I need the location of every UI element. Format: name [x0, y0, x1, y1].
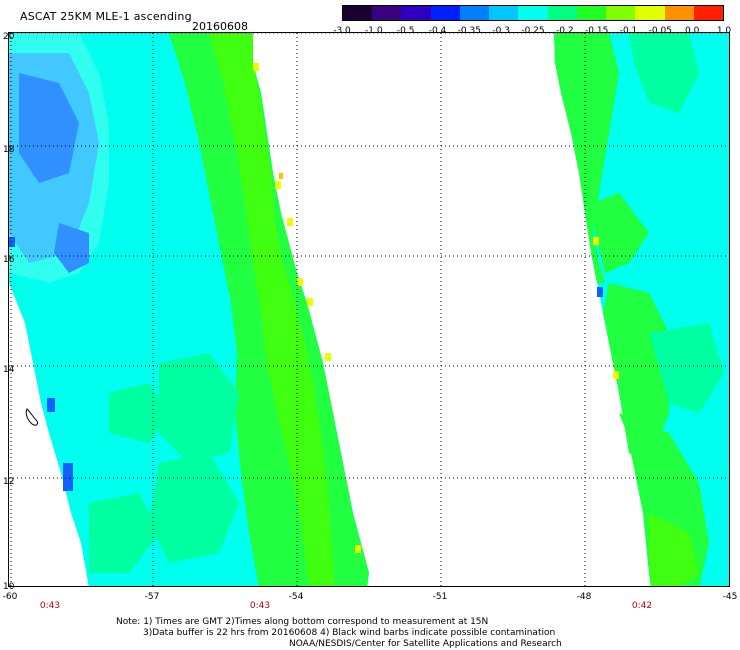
latitude-label: 16 [3, 255, 15, 265]
left-swath-blue-edge-pixel [47, 398, 55, 412]
right-swath-blue-edge-pixel [597, 287, 603, 297]
color-scale-tick-label: -0.25 [521, 26, 545, 36]
latitude-label: 20 [3, 32, 15, 42]
left-swath-mixed-patch [89, 493, 159, 573]
color-scale-tick-label: -0.35 [457, 26, 481, 36]
right-swath-bright-patch [649, 513, 699, 586]
color-scale-tick-label: -0.5 [396, 26, 415, 36]
right-swath-green-patch [603, 283, 669, 463]
color-scale-segment [693, 6, 724, 20]
color-scale-segment [459, 6, 490, 20]
longitude-label: -57 [144, 592, 160, 602]
right-swath-yellow-pixel [613, 371, 619, 379]
note-line-3: NOAA/NESDIS/Center for Satellite Applica… [289, 639, 562, 649]
map-plot-area [8, 32, 730, 587]
left-swath-bright-band [209, 33, 335, 586]
color-scale-segment [401, 6, 431, 20]
color-scale-tick-label: -0.05 [648, 26, 672, 36]
right-swath-yellow-pixel [593, 237, 599, 245]
color-scale-segment [343, 6, 373, 20]
left-swath-mixed-patch [109, 383, 169, 443]
pass-time-label: 0:43 [249, 601, 271, 611]
right-swath-mixed-patch [629, 33, 699, 113]
latitude-label: 12 [3, 477, 15, 487]
color-scale-tick-label: -0.4 [428, 26, 447, 36]
left-swath-yellow-pixel [253, 63, 259, 71]
left-swath-blue-edge-pixel [63, 463, 73, 491]
left-swath-blue-core [54, 223, 89, 273]
left-swath-yellow-pixel [325, 353, 331, 361]
color-scale-tick-label: -3.0 [333, 26, 351, 36]
note-line-1: Note: 1) Times are GMT 2)Times along bot… [116, 617, 489, 627]
longitude-label: -51 [432, 592, 448, 602]
color-scale-tick-label: 1.0 [716, 26, 732, 36]
color-scale-tick-label: -0.2 [556, 26, 574, 36]
color-scale-segment [518, 6, 548, 20]
latitude-label: 18 [3, 145, 15, 155]
color-scale-bar [342, 5, 724, 21]
left-swath-yellow-pixel [297, 278, 303, 286]
color-scale-segment [547, 6, 577, 20]
color-scale-segment [635, 6, 665, 20]
color-scale-segment [372, 6, 402, 20]
left-swath-yellow-pixel [307, 298, 313, 306]
left-swath-orange-pixel [279, 173, 283, 179]
latitude-label: 10 [3, 582, 15, 592]
island-outline [25, 408, 38, 426]
map-date: 20160608 [192, 20, 248, 33]
pass-time-label: 0:42 [631, 601, 653, 611]
map-title: ASCAT 25KM MLE-1 ascending [20, 10, 192, 23]
color-scale-ticks: -3.0 -1.0 -0.5 -0.4 -0.35 -0.3 -0.25 -0.2 -0.15-… [0, 26, 740, 38]
pass-time-label: 0:43 [39, 601, 61, 611]
longitude-label: -60 [2, 592, 18, 602]
note-line-2: 3)Data buffer is 22 hrs from 20160608 4)… [143, 628, 556, 638]
longitude-label: -48 [576, 592, 592, 602]
left-swath-mixed-patch [149, 453, 239, 563]
latitude-label: 14 [3, 365, 15, 375]
right-swath-mixed-patch [649, 323, 724, 413]
color-scale-tick-label: -1.0 [365, 26, 383, 36]
color-scale-tick-label: 0.0 [684, 26, 700, 36]
right-swath-green-patch [593, 193, 649, 273]
color-scale-segment [430, 6, 460, 20]
left-swath-blue-core [19, 73, 79, 183]
color-scale-segment [489, 6, 519, 20]
color-scale-tick-label: -0.3 [492, 26, 510, 36]
left-swath-yellow-pixel [287, 218, 293, 226]
left-swath-yellow-pixel [355, 545, 361, 553]
right-swath-green-edge [554, 33, 619, 283]
left-swath-mixed-patch [159, 353, 239, 463]
color-scale-tick-label: -0.15 [585, 26, 609, 36]
left-swath-yellow-pixel [275, 181, 281, 189]
scatterometer-swaths [9, 33, 729, 586]
longitude-label: -54 [288, 592, 304, 602]
left-swath-blue-edge-pixel [9, 237, 15, 247]
color-scale-segment [606, 6, 636, 20]
longitude-label: -45 [722, 592, 738, 602]
color-scale-segment [576, 6, 607, 20]
color-scale-segment [664, 6, 694, 20]
color-scale-tick-label: -0.1 [619, 26, 638, 36]
